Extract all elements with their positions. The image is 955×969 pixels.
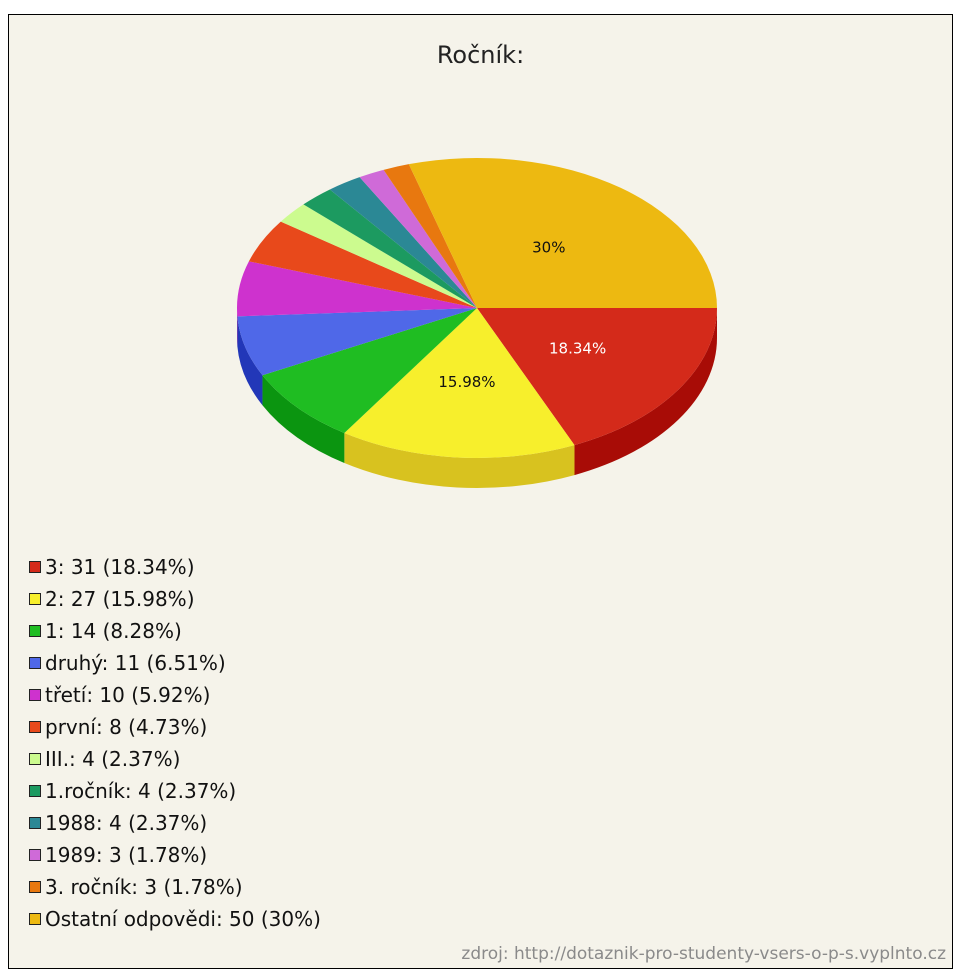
pie-slice-side-1 — [344, 433, 575, 489]
legend-swatch — [29, 625, 41, 637]
pie-slice-side-3 — [237, 316, 263, 406]
legend-swatch — [29, 753, 41, 765]
legend-label: 3. ročník: 3 (1.78%) — [45, 875, 243, 899]
legend-item: 1988: 4 (2.37%) — [29, 807, 321, 839]
legend-label: 2: 27 (15.98%) — [45, 587, 195, 611]
pie-slice-5 — [248, 221, 477, 308]
legend-label: 1: 14 (8.28%) — [45, 619, 182, 643]
pie-chart: 18.34% 15.98% 30% — [189, 115, 749, 515]
pie-slice-label-1: 15.98% — [438, 373, 495, 391]
chart-title: Ročník: — [436, 41, 525, 69]
legend-item: III.: 4 (2.37%) — [29, 743, 321, 775]
pie-slice-6 — [280, 204, 477, 308]
pie-side-walls — [237, 308, 717, 489]
legend-swatch — [29, 785, 41, 797]
source-text: zdroj: http://dotaznik-pro-studenty-vser… — [461, 944, 946, 964]
pie-slice-side-2 — [262, 375, 345, 464]
legend-item: 1.ročník: 4 (2.37%) — [29, 775, 321, 807]
legend-item: 3: 31 (18.34%) — [29, 551, 321, 583]
legend-item: druhý: 11 (6.51%) — [29, 647, 321, 679]
legend-item: 1989: 3 (1.78%) — [29, 839, 321, 871]
pie-slice-11 — [408, 158, 717, 308]
legend-item: Ostatní odpovědi: 50 (30%) — [29, 903, 321, 935]
legend-item: 3. ročník: 3 (1.78%) — [29, 871, 321, 903]
pie-slice-4 — [237, 261, 477, 317]
legend-swatch — [29, 881, 41, 893]
legend: 3: 31 (18.34%) 2: 27 (15.98%) 1: 14 (8.28%… — [29, 551, 321, 935]
legend-swatch — [29, 721, 41, 733]
legend-swatch — [29, 689, 41, 701]
legend-swatch — [29, 913, 41, 925]
legend-label: první: 8 (4.73%) — [45, 715, 208, 739]
pie-slices — [237, 158, 717, 458]
legend-label: Ostatní odpovědi: 50 (30%) — [45, 907, 321, 931]
pie-slice-8 — [329, 177, 477, 308]
legend-item: 2: 27 (15.98%) — [29, 583, 321, 615]
pie-slice-1 — [344, 308, 575, 458]
pie-slice-10 — [383, 164, 477, 308]
pie-slice-7 — [303, 189, 477, 308]
pie-slice-3 — [237, 308, 477, 376]
chart-frame: Ročník: 18.34% 15.98% 30% 3: 31 (18.34%) 2:… — [8, 14, 953, 969]
legend-swatch — [29, 849, 41, 861]
legend-label: 1.ročník: 4 (2.37%) — [45, 779, 237, 803]
legend-label: III.: 4 (2.37%) — [45, 747, 181, 771]
pie-chart-svg: 18.34% 15.98% 30% — [237, 158, 717, 489]
legend-swatch — [29, 593, 41, 605]
legend-swatch — [29, 817, 41, 829]
pie-slice-side-0 — [574, 308, 717, 476]
legend-label: 1988: 4 (2.37%) — [45, 811, 208, 835]
legend-label: 1989: 3 (1.78%) — [45, 843, 208, 867]
legend-label: 3: 31 (18.34%) — [45, 555, 195, 579]
legend-swatch — [29, 657, 41, 669]
legend-label: druhý: 11 (6.51%) — [45, 651, 226, 675]
legend-item: 1: 14 (8.28%) — [29, 615, 321, 647]
legend-label: třetí: 10 (5.92%) — [45, 683, 211, 707]
legend-item: třetí: 10 (5.92%) — [29, 679, 321, 711]
legend-item: první: 8 (4.73%) — [29, 711, 321, 743]
pie-slice-0 — [477, 308, 717, 446]
pie-slice-labels: 18.34% 15.98% 30% — [438, 238, 606, 391]
pie-slice-label-11: 30% — [532, 238, 565, 256]
legend-swatch — [29, 561, 41, 573]
pie-slice-label-0: 18.34% — [549, 339, 606, 357]
pie-slice-2 — [262, 308, 477, 434]
pie-slice-9 — [359, 169, 477, 308]
